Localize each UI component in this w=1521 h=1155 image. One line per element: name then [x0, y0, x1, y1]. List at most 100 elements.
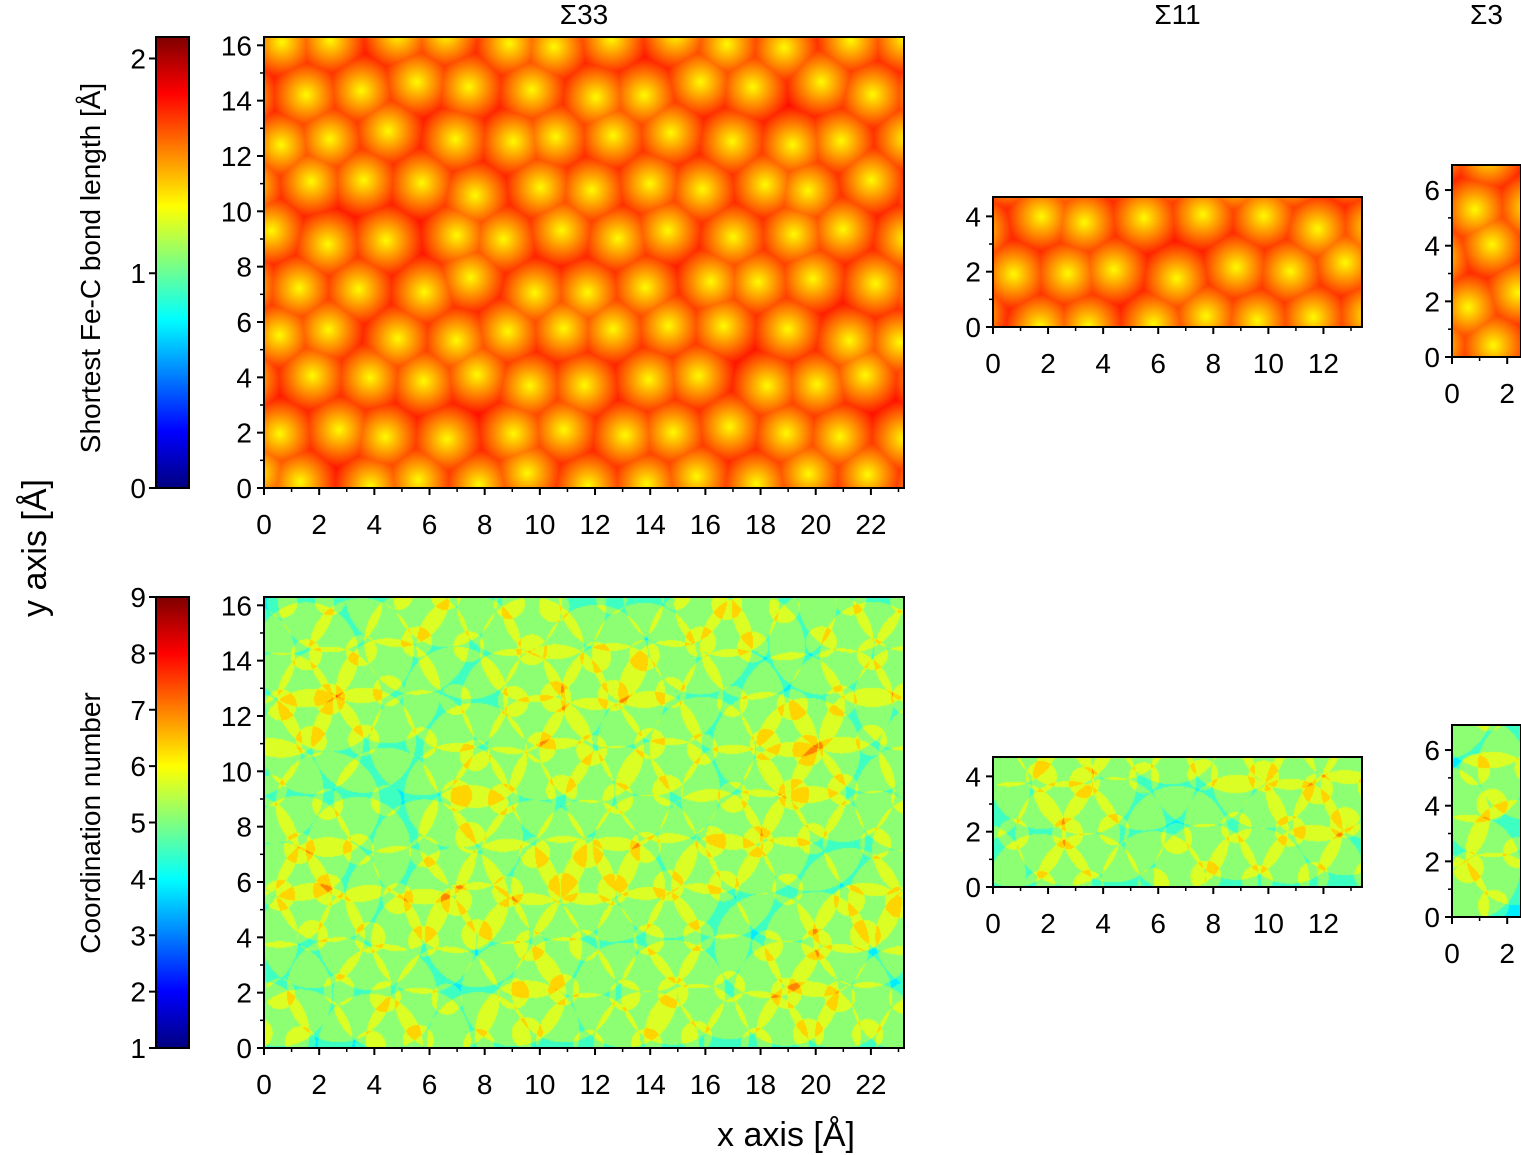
figure-ylabel: y axis [Å]: [16, 479, 54, 617]
x-tick-label: 10: [1253, 348, 1284, 379]
y-tick-label: 6: [236, 307, 252, 338]
x-tick-label: 8: [1206, 908, 1222, 939]
y-tick-label: 8: [236, 812, 252, 843]
colorbar-tick-label: 6: [130, 751, 146, 782]
y-tick-label: 0: [236, 473, 252, 504]
x-tick-label: 18: [745, 1069, 776, 1100]
colorbar-tick-label: 8: [130, 638, 146, 669]
y-tick-label: 0: [965, 872, 981, 903]
y-tick-label: 0: [1424, 342, 1440, 373]
plot-title: Σ3: [1470, 0, 1503, 30]
heatmap-image: [264, 37, 904, 488]
colorbar-tick-label: 7: [130, 695, 146, 726]
y-tick-label: 12: [221, 141, 252, 172]
x-tick-label: 14: [635, 509, 666, 540]
x-tick-label: 14: [635, 1069, 666, 1100]
x-tick-label: 10: [524, 1069, 555, 1100]
y-tick-label: 14: [221, 86, 252, 117]
y-tick-label: 4: [236, 362, 252, 393]
colorbar-tick-label: 2: [130, 977, 146, 1008]
y-tick-label: 10: [221, 196, 252, 227]
y-tick-label: 4: [965, 201, 981, 232]
y-tick-label: 2: [236, 978, 252, 1009]
colorbar-bond-ticks: 0 1 2: [130, 43, 156, 504]
y-tick-label: 2: [965, 817, 981, 848]
y-tick-label: 4: [1424, 231, 1440, 262]
y-tick-label: 2: [965, 257, 981, 288]
x-tick-label: 8: [477, 509, 493, 540]
colorbar-tick-label: 9: [130, 582, 146, 613]
x-tick-label: 2: [311, 509, 327, 540]
heatmap-sigma33-bond: Σ33 0 2 4 6 8 10 12 14 16 18 20 22 0 2 4 6 8 10 12 14 16: [221, 0, 905, 540]
heatmap-sigma11-bond: Σ11 0 2 4 6 8 10 12 0 2 4: [965, 0, 1363, 379]
plot-frame: [1451, 724, 1521, 918]
x-tick-label: 2: [1499, 938, 1515, 969]
x-tick-label: 12: [1308, 348, 1339, 379]
y-tick-label: 8: [236, 252, 252, 283]
y-tick-label: 12: [221, 701, 252, 732]
x-tick-label: 0: [256, 509, 272, 540]
colorbar-tick-label: 0: [130, 473, 146, 504]
x-tick-label: 8: [1206, 348, 1222, 379]
plot-frame: [263, 36, 905, 489]
colorbar-tick-label: 4: [130, 864, 146, 895]
x-tick-label: 16: [690, 509, 721, 540]
x-tick-label: 20: [800, 1069, 831, 1100]
x-tick-label: 0: [256, 1069, 272, 1100]
y-tick-label: 0: [965, 312, 981, 343]
y-tick-label: 4: [236, 922, 252, 953]
x-tick-label: 18: [745, 509, 776, 540]
x-tick-label: 0: [1444, 938, 1460, 969]
heatmap-sigma33-coordination: 0 2 4 6 8 10 12 14 16 18 20 22 0 2 4 6 8 10 12 14 16: [221, 590, 905, 1100]
x-tick-label: 2: [1040, 348, 1056, 379]
y-tick-label: 14: [221, 646, 252, 677]
colorbar-coordination-ticks: 1 2 3 4 5 6 7 8 9: [130, 582, 156, 1064]
x-tick-label: 0: [1444, 378, 1460, 409]
colorbar-bond-label: Shortest Fe-C bond length [Å]: [75, 83, 106, 453]
colorbar-tick-label: 1: [130, 258, 146, 289]
x-tick-label: 4: [1095, 908, 1111, 939]
x-tick-label: 4: [1095, 348, 1111, 379]
x-tick-label: 2: [311, 1069, 327, 1100]
plot-title: Σ33: [560, 0, 608, 30]
y-tick-label: 16: [221, 30, 252, 61]
y-tick-label: 2: [1424, 846, 1440, 877]
x-tick-label: 22: [855, 1069, 886, 1100]
x-tick-label: 10: [524, 509, 555, 540]
heatmap-image: [1452, 165, 1521, 357]
colorbar-coordination-label: Coordination number: [75, 692, 106, 954]
plot-title: Σ11: [1154, 0, 1200, 30]
colorbar-coordination: Coordination number 1 2 3 4 5 6 7 8 9: [75, 582, 190, 1064]
plot-frame: [1451, 164, 1521, 358]
x-tick-label: 2: [1040, 908, 1056, 939]
y-tick-label: 16: [221, 590, 252, 621]
heatmap-sigma3-coordination: 0 2 0 2 4 6: [1424, 724, 1521, 969]
x-tick-label: 4: [367, 509, 383, 540]
x-tick-label: 10: [1253, 908, 1284, 939]
y-tick-label: 6: [1424, 175, 1440, 206]
x-tick-label: 20: [800, 509, 831, 540]
x-tick-label: 6: [422, 509, 438, 540]
x-tick-label: 22: [855, 509, 886, 540]
colorbar-coordination-gradient: [155, 596, 190, 1049]
x-tick-label: 16: [690, 1069, 721, 1100]
colorbar-tick-label: 2: [130, 43, 146, 74]
x-tick-label: 6: [1150, 348, 1166, 379]
colorbar-tick-label: 5: [130, 808, 146, 839]
y-tick-label: 2: [236, 418, 252, 449]
heatmap-sigma11-coordination: 0 2 4 6 8 10 12 0 2 4: [965, 756, 1363, 939]
y-tick-label: 6: [236, 867, 252, 898]
y-tick-label: 0: [236, 1033, 252, 1064]
x-tick-label: 12: [1308, 908, 1339, 939]
y-tick-label: 4: [965, 761, 981, 792]
y-tick-label: 4: [1424, 791, 1440, 822]
x-tick-label: 8: [477, 1069, 493, 1100]
plot-frame: [992, 756, 1363, 888]
x-tick-label: 6: [1150, 908, 1166, 939]
heatmap-image: [993, 757, 1362, 887]
x-tick-label: 2: [1499, 378, 1515, 409]
colorbar-tick-label: 3: [130, 920, 146, 951]
heatmap-image: [1452, 725, 1521, 917]
x-tick-label: 0: [985, 348, 1001, 379]
